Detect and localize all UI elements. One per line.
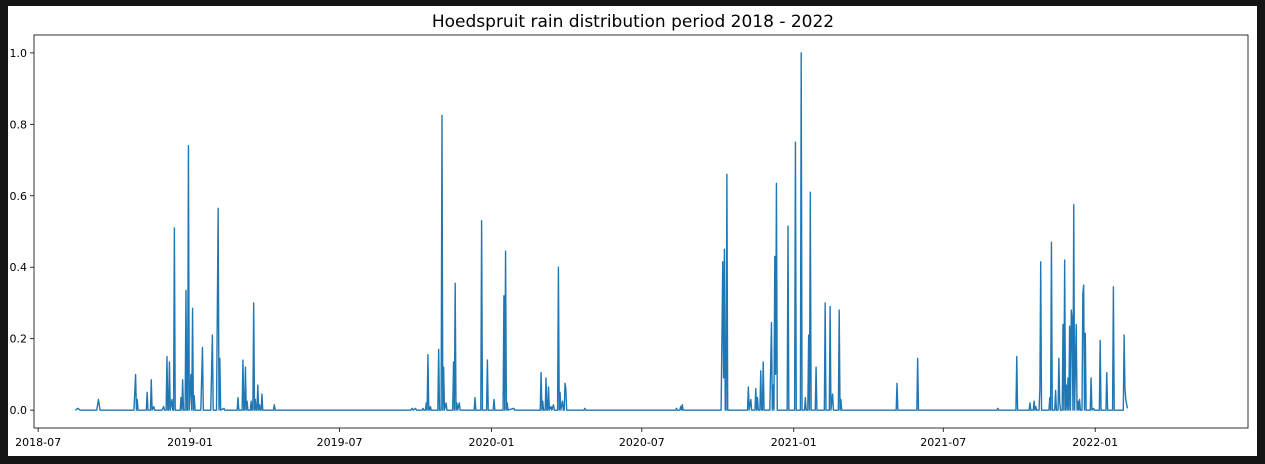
x-tick-label: 2021-01 — [771, 436, 817, 449]
plot-area — [74, 52, 1129, 411]
x-axis: 2018-07 2019-01 2019-07 2020-01 2020-07 2021-… — [15, 428, 1118, 449]
y-tick-label: 0.0 — [10, 404, 28, 417]
axes-frame — [33, 34, 1249, 429]
x-tick-label: 2020-01 — [469, 436, 515, 449]
x-tick-label: 2018-07 — [15, 436, 61, 449]
y-tick-label: 0.2 — [10, 333, 28, 346]
x-tick-label: 2019-07 — [317, 436, 363, 449]
x-tick-label: 2020-07 — [619, 436, 665, 449]
y-tick-label: 0.6 — [10, 190, 28, 203]
x-tick-label: 2022-01 — [1072, 436, 1118, 449]
x-tick-label: 2019-01 — [167, 436, 213, 449]
y-tick-label: 1.0 — [10, 47, 28, 60]
figure: Hoedspruit rain distribution period 2018… — [8, 6, 1257, 456]
x-tick-label: 2021-07 — [920, 436, 966, 449]
y-tick-label: 0.8 — [10, 118, 28, 131]
chart-title: Hoedspruit rain distribution period 2018… — [432, 12, 834, 32]
series-line — [74, 52, 1129, 411]
y-tick-label: 0.4 — [10, 261, 28, 274]
line-chart: Hoedspruit rain distribution period 2018… — [10, 12, 1249, 449]
y-axis: 0.0 0.2 0.4 0.6 0.8 1.0 — [10, 47, 34, 417]
